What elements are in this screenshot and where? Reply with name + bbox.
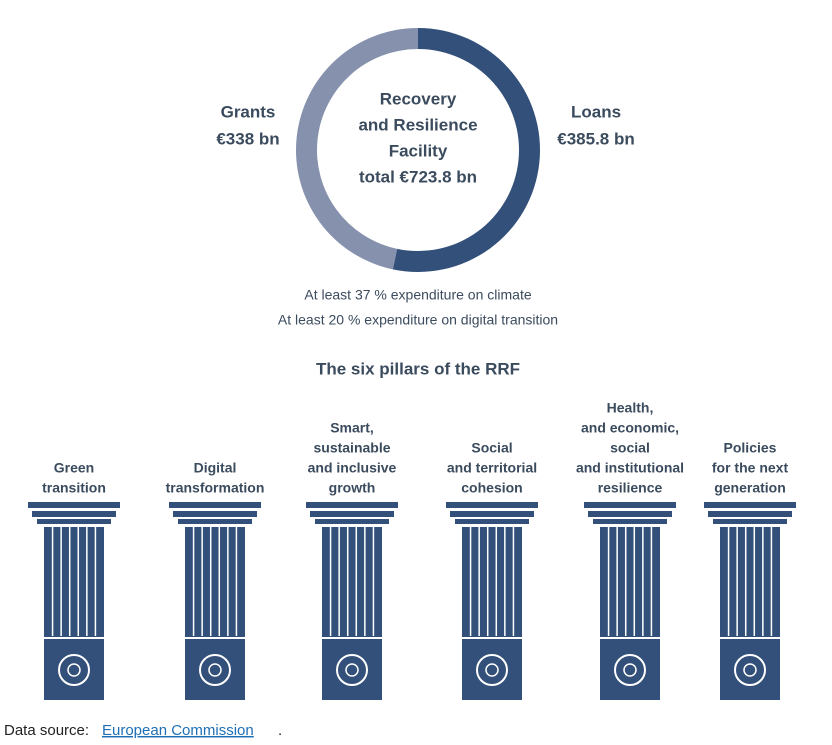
pillar-icon <box>199 654 231 686</box>
source-end: . <box>278 722 282 739</box>
source-label: Data source: <box>4 722 89 739</box>
pillar-icon <box>67 663 81 677</box>
pillar-step <box>593 519 667 524</box>
segment-value: €338 bn <box>216 129 279 148</box>
segment-value: €385.8 bn <box>557 129 635 148</box>
pillars-title: The six pillars of the RRF <box>316 359 520 378</box>
pillar-icon <box>476 654 508 686</box>
pillar-shaft <box>462 527 522 700</box>
pillar-label: growth <box>329 480 376 496</box>
pillar-step <box>173 511 257 517</box>
pillar-shaft <box>720 527 780 700</box>
source-link-wrap[interactable]: European Commission <box>102 722 254 739</box>
pillar-top <box>28 502 120 508</box>
pillar-icon <box>345 663 359 677</box>
pillar-label: Digital <box>194 460 237 476</box>
pillar-top <box>704 502 796 508</box>
center-label: Facility <box>389 141 448 160</box>
pillar-top <box>306 502 398 508</box>
pillar-icon <box>208 663 222 677</box>
segment-label: Grants <box>221 102 276 121</box>
pillar-step <box>37 519 111 524</box>
pillar-step <box>455 519 529 524</box>
pillar-icon <box>743 663 757 677</box>
pillar-label: social <box>610 440 650 456</box>
pillar-step <box>178 519 252 524</box>
pillar-shaft <box>600 527 660 700</box>
pillar-step <box>588 511 672 517</box>
pillar-step <box>450 511 534 517</box>
pillar-icon <box>623 663 637 677</box>
pillar-icon <box>485 663 499 677</box>
pillar-label: and institutional <box>576 460 684 476</box>
segment-label: Loans <box>571 102 621 121</box>
center-label: Recovery <box>380 89 457 108</box>
source-link[interactable]: European Commission <box>102 722 254 739</box>
pillar-step <box>708 511 792 517</box>
pillar-label: Policies <box>724 440 777 456</box>
note: At least 20 % expenditure on digital tra… <box>278 312 558 328</box>
pillar-label: and inclusive <box>308 460 397 476</box>
pillar-label: Social <box>471 440 512 456</box>
pillar-step <box>315 519 389 524</box>
note: At least 37 % expenditure on climate <box>304 287 531 303</box>
pillar-label: transition <box>42 480 106 496</box>
pillar-top <box>169 502 261 508</box>
pillar-label: generation <box>714 480 786 496</box>
pillar-top <box>446 502 538 508</box>
pillar-label: sustainable <box>313 440 390 456</box>
pillar-shaft <box>322 527 382 700</box>
pillar-top <box>584 502 676 508</box>
pillar-icon <box>58 654 90 686</box>
pillar-label: resilience <box>598 480 663 496</box>
pillar-shaft <box>44 527 104 700</box>
pillar-step <box>32 511 116 517</box>
donut-segment <box>296 28 418 270</box>
pillar-label: Smart, <box>330 420 374 436</box>
pillar-shaft <box>185 527 245 700</box>
pillar-label: Health, <box>607 400 654 416</box>
pillar-icon <box>336 654 368 686</box>
pillar-label: Green <box>54 460 94 476</box>
pillar-label: cohesion <box>461 480 522 496</box>
pillar-label: transformation <box>166 480 265 496</box>
center-label: and Resilience <box>358 115 477 134</box>
pillar-label: and territorial <box>447 460 537 476</box>
donut-segment <box>392 28 540 272</box>
pillar-label: for the next <box>712 460 789 476</box>
pillar-label: and economic, <box>581 420 679 436</box>
pillar-step <box>713 519 787 524</box>
center-label: total €723.8 bn <box>359 167 477 186</box>
pillar-icon <box>614 654 646 686</box>
pillar-icon <box>734 654 766 686</box>
pillar-step <box>310 511 394 517</box>
